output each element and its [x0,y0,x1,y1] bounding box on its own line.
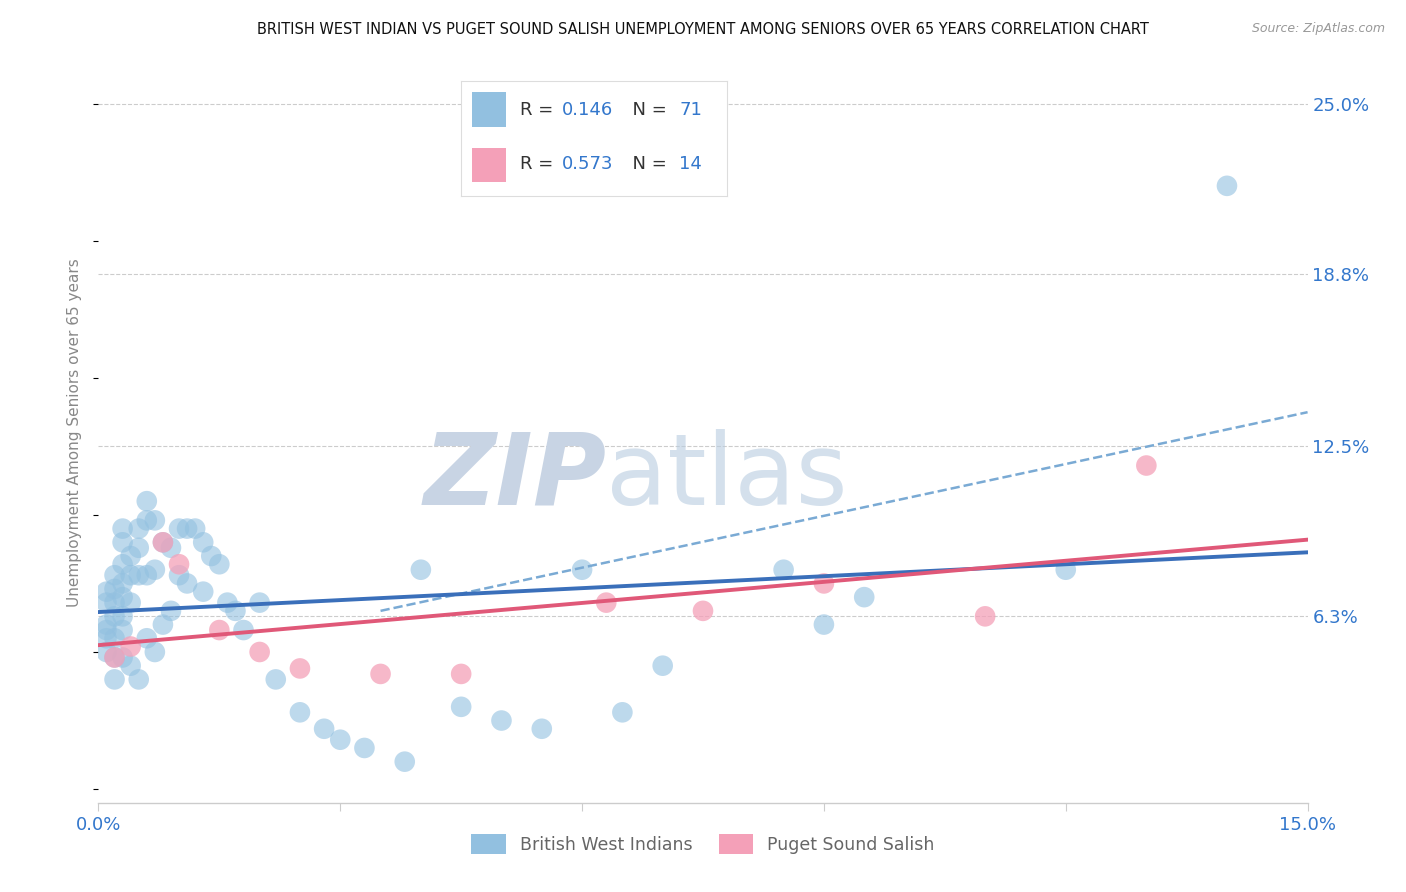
Point [193,535,215,549]
Point [96,632,118,646]
Point [111,650,134,665]
Point [143,513,166,527]
Point [813,576,835,591]
Point [135,632,157,646]
Point [96,584,118,599]
Point [111,558,134,572]
Point [152,617,174,632]
Point [394,755,416,769]
Point [208,623,231,637]
Point [103,582,125,596]
Point [176,576,198,591]
Text: atlas: atlas [606,428,848,525]
Point [111,535,134,549]
Point [813,617,835,632]
Text: BRITISH WEST INDIAN VS PUGET SOUND SALISH UNEMPLOYMENT AMONG SENIORS OVER 65 YEA: BRITISH WEST INDIAN VS PUGET SOUND SALIS… [257,22,1149,37]
Point [160,604,183,618]
Point [152,535,174,549]
Point [111,576,134,591]
Point [692,604,714,618]
Point [288,706,311,720]
Point [208,558,231,572]
Point [193,584,215,599]
Point [128,522,150,536]
Point [128,541,150,555]
Point [103,609,125,624]
Point [167,558,190,572]
Point [96,617,118,632]
Point [120,640,142,654]
Point [288,661,311,675]
Point [128,568,150,582]
Point [120,596,142,610]
Point [491,714,513,728]
Point [184,522,207,536]
Point [103,596,125,610]
Point [143,563,166,577]
Point [329,732,352,747]
Point [200,549,222,563]
Point [135,568,157,582]
Point [450,667,472,681]
Point [128,673,150,687]
Point [224,604,246,618]
Point [612,706,634,720]
Point [96,596,118,610]
Point [143,645,166,659]
Point [314,722,336,736]
Text: ZIP: ZIP [423,428,606,525]
Point [1216,178,1239,193]
Point [167,568,190,582]
Point [530,722,553,736]
Point [370,667,392,681]
Point [135,494,157,508]
Point [120,568,142,582]
Point [111,623,134,637]
Point [1054,563,1077,577]
Point [353,741,375,756]
Point [232,623,254,637]
Y-axis label: Unemployment Among Seniors over 65 years: Unemployment Among Seniors over 65 years [67,259,83,607]
Point [450,699,472,714]
Point [217,596,239,610]
Point [96,623,118,637]
Point [249,645,271,659]
Point [1135,458,1157,473]
Point [103,673,125,687]
Point [120,658,142,673]
Point [152,535,174,549]
Point [103,650,125,665]
Point [772,563,794,577]
Point [96,645,118,659]
Point [111,522,134,536]
Point [167,522,190,536]
Legend: British West Indians, Puget Sound Salish: British West Indians, Puget Sound Salish [464,827,942,861]
Point [651,658,673,673]
Point [120,549,142,563]
Point [111,609,134,624]
Point [103,650,125,665]
Point [571,563,593,577]
Point [595,596,617,610]
Point [160,541,183,555]
Point [103,568,125,582]
Point [111,590,134,604]
Point [853,590,876,604]
Point [409,563,432,577]
Point [264,673,287,687]
Point [176,522,198,536]
Point [974,609,997,624]
Point [103,632,125,646]
Point [249,596,271,610]
Point [135,513,157,527]
Text: Source: ZipAtlas.com: Source: ZipAtlas.com [1251,22,1385,36]
